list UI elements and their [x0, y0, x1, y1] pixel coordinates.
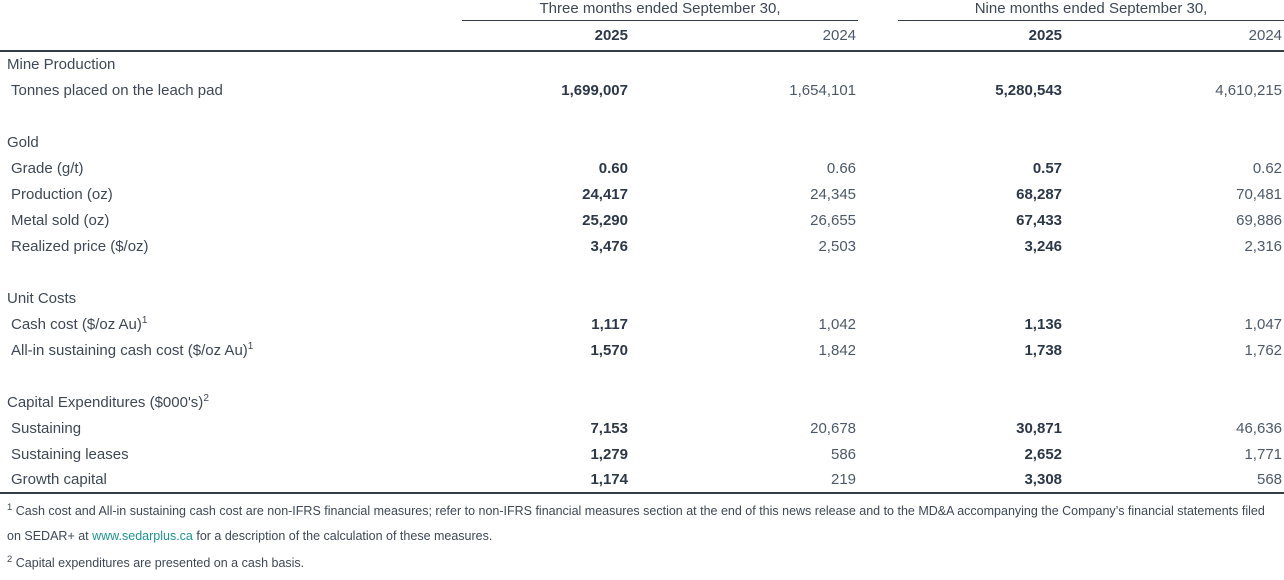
section-title: Gold [7, 133, 39, 151]
year-header-3m-2025: 2025 [462, 21, 630, 52]
footnote-1-text-after: for a description of the calculation of … [192, 529, 493, 543]
footnote-2-marker: 2 [7, 553, 13, 565]
section-header-row: Capital Expenditures ($000's)2 [0, 389, 1284, 415]
col-group-nine-months: Nine months ended September 30, [858, 0, 1284, 21]
value-cell: 26,655 [810, 211, 857, 229]
value-cell: 5,280,543 [995, 81, 1063, 99]
data-row: Tonnes placed on the leach pad 1,699,007 1… [0, 77, 1284, 103]
value-cell: 0.66 [826, 159, 857, 177]
year-header-row: 2025 2024 2025 2024 [0, 21, 1284, 52]
value-cell: 3,246 [1024, 237, 1063, 255]
data-row: All-in sustaining cash cost ($/oz Au)1 1,… [0, 337, 1284, 363]
row-label: Growth capital [0, 467, 462, 494]
period-group-header-row: Three months ended September 30, Nine mo… [0, 0, 1284, 21]
value-cell: 568 [1064, 467, 1284, 494]
data-row: Sustaining 7,153 20,678 30,871 46,636 [0, 415, 1284, 441]
value-cell: 1,654,101 [789, 81, 857, 99]
col-group-nine-months-label: Nine months ended September 30, [898, 1, 1284, 21]
value-cell: 219 [630, 467, 859, 494]
footnotes: 1 Cash cost and All-in sustaining cash c… [0, 494, 1284, 576]
footnote-1-marker: 1 [7, 501, 13, 513]
value-cell: 68,287 [1016, 185, 1063, 203]
empty-corner-cell [0, 21, 462, 52]
col-group-three-months-label: Three months ended September 30, [462, 1, 859, 21]
row-label: Realized price ($/oz) [11, 237, 149, 255]
value-cell: 1,762 [1244, 341, 1283, 359]
value-cell: 586 [830, 445, 857, 463]
value-cell: 24,345 [810, 185, 857, 203]
spacer-row [0, 363, 1284, 389]
year-header-3m-2024: 2024 [630, 21, 859, 52]
data-row: Metal sold (oz) 25,290 26,655 67,433 69,886 [0, 207, 1284, 233]
value-cell: 70,481 [1236, 185, 1283, 203]
row-label: Grade (g/t) [11, 159, 84, 177]
value-cell: 30,871 [1016, 419, 1063, 437]
section-header-row: Mine Production [0, 51, 1284, 77]
row-label: Tonnes placed on the leach pad [11, 81, 223, 99]
operating-results-table: Three months ended September 30, Nine mo… [0, 0, 1284, 494]
value-cell: 1,771 [1244, 445, 1283, 463]
section-header-row: Unit Costs [0, 285, 1284, 311]
value-cell: 1,279 [590, 445, 628, 463]
value-cell: 3,308 [858, 467, 1065, 494]
value-cell: 1,570 [590, 341, 628, 359]
sedarplus-link[interactable]: www.sedarplus.ca [92, 529, 193, 543]
value-cell: 2,503 [818, 237, 857, 255]
data-row: Cash cost ($/oz Au)1 1,117 1,042 1,136 1,047 [0, 311, 1284, 337]
value-cell: 69,886 [1236, 211, 1283, 229]
value-cell: 0.60 [598, 159, 628, 177]
footnote-2-text: Capital expenditures are presented on a … [12, 556, 305, 570]
value-cell: 4,610,215 [1215, 81, 1283, 99]
value-cell: 46,636 [1236, 419, 1283, 437]
section-title: Unit Costs [7, 289, 77, 307]
value-cell: 2,316 [1244, 237, 1283, 255]
col-group-three-months: Three months ended September 30, [462, 0, 859, 21]
footnote-1: 1 Cash cost and All-in sustaining cash c… [7, 499, 1280, 549]
spacer-row [0, 259, 1284, 285]
value-cell: 1,738 [1024, 341, 1063, 359]
row-label: All-in sustaining cash cost ($/oz Au)1 [11, 340, 254, 359]
empty-corner-cell [0, 0, 462, 21]
value-cell: 0.57 [1032, 159, 1063, 177]
value-cell: 3,476 [590, 237, 628, 255]
row-label: Sustaining leases [11, 445, 129, 463]
year-header-9m-2024: 2024 [1064, 21, 1284, 52]
value-cell: 7,153 [590, 419, 628, 437]
value-cell: 67,433 [1016, 211, 1063, 229]
value-cell: 1,136 [1024, 315, 1063, 333]
data-row: Growth capital 1,174 219 3,308 568 [0, 467, 1284, 494]
row-label: Cash cost ($/oz Au)1 [11, 314, 148, 333]
data-row: Realized price ($/oz) 3,476 2,503 3,246 2,31… [0, 233, 1284, 259]
value-cell: 2,652 [1024, 445, 1063, 463]
value-cell: 1,699,007 [561, 81, 628, 99]
section-title: Capital Expenditures ($000's)2 [7, 392, 209, 411]
row-label: Production (oz) [11, 185, 113, 203]
value-cell: 25,290 [582, 211, 628, 229]
footnote-2: 2 Capital expenditures are presented on … [7, 551, 1280, 576]
footnote-1-text: Cash cost and All-in sustaining cash cos… [7, 504, 1265, 543]
data-row: Production (oz) 24,417 24,345 68,287 70,481 [0, 181, 1284, 207]
value-cell: 0.62 [1252, 159, 1283, 177]
row-label: Sustaining [11, 419, 82, 437]
row-label: Metal sold (oz) [11, 211, 110, 229]
year-header-9m-2025: 2025 [858, 21, 1065, 52]
table-body: Mine Production Tonnes placed on the leac… [0, 51, 1284, 494]
value-cell: 1,047 [1244, 315, 1283, 333]
section-header-row: Gold [0, 129, 1284, 155]
value-cell: 1,842 [818, 341, 857, 359]
spacer-row [0, 103, 1284, 129]
value-cell: 1,042 [818, 315, 857, 333]
value-cell: 20,678 [810, 419, 857, 437]
value-cell: 24,417 [582, 185, 628, 203]
data-row: Sustaining leases 1,279 586 2,652 1,771 [0, 441, 1284, 467]
section-title: Mine Production [7, 56, 116, 73]
value-cell: 1,117 [591, 315, 628, 333]
value-cell: 1,174 [462, 467, 630, 494]
data-row: Grade (g/t) 0.60 0.66 0.57 0.62 [0, 155, 1284, 181]
